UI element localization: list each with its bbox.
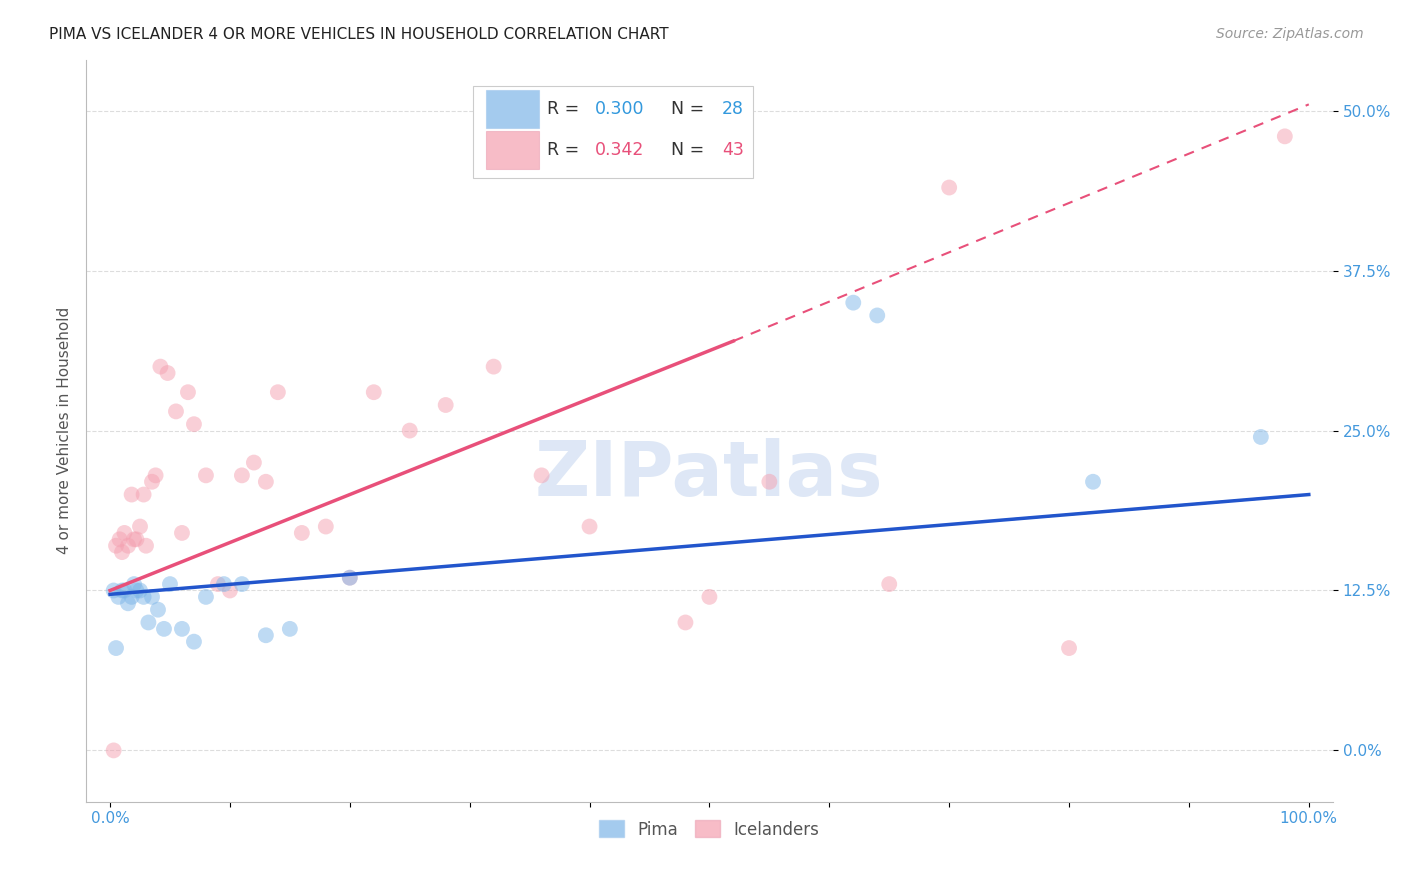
Point (103, 743, 125, 757)
Point (183, 634, 205, 648)
Point (117, 596, 139, 610)
Text: N =: N = (659, 100, 709, 118)
Point (156, 366, 179, 380)
Text: ZIPatlas: ZIPatlas (536, 438, 884, 512)
Text: 0.300: 0.300 (595, 100, 644, 118)
Point (877, 577, 900, 591)
Point (1081, 475, 1104, 489)
Legend: Pima, Icelanders: Pima, Icelanders (593, 814, 827, 846)
Point (121, 487, 143, 501)
Point (231, 577, 253, 591)
Point (254, 628, 277, 642)
Text: N =: N = (659, 141, 709, 159)
Point (1250, 430, 1272, 444)
Text: 28: 28 (721, 100, 744, 118)
Text: Source: ZipAtlas.com: Source: ZipAtlas.com (1216, 27, 1364, 41)
Point (530, 468, 553, 483)
Point (145, 468, 167, 483)
Point (254, 475, 277, 489)
Point (159, 577, 181, 591)
Point (146, 603, 169, 617)
Point (107, 590, 129, 604)
Point (177, 385, 200, 400)
Point (129, 583, 152, 598)
Point (578, 519, 600, 533)
Point (194, 468, 217, 483)
Point (117, 539, 139, 553)
Point (219, 583, 242, 598)
Point (122, 533, 145, 547)
Point (699, 590, 721, 604)
Point (398, 424, 420, 438)
Point (278, 622, 301, 636)
Point (111, 545, 134, 559)
Point (108, 533, 131, 547)
Text: R =: R = (547, 100, 585, 118)
Point (482, 359, 505, 374)
Point (315, 519, 337, 533)
Point (153, 622, 176, 636)
Point (132, 590, 155, 604)
Point (125, 583, 148, 598)
Text: 43: 43 (721, 141, 744, 159)
Point (194, 590, 217, 604)
FancyBboxPatch shape (486, 90, 538, 128)
Text: PIMA VS ICELANDER 4 OR MORE VEHICLES IN HOUSEHOLD CORRELATION CHART: PIMA VS ICELANDER 4 OR MORE VEHICLES IN … (49, 27, 669, 42)
Point (112, 525, 135, 540)
Point (207, 577, 229, 591)
Point (231, 468, 253, 483)
Point (112, 583, 135, 598)
Point (122, 577, 145, 591)
Point (105, 641, 128, 656)
Point (149, 359, 172, 374)
Point (121, 590, 143, 604)
Point (363, 385, 385, 400)
Point (212, 577, 235, 591)
Point (1057, 641, 1080, 656)
Point (675, 615, 697, 630)
Point (1274, 129, 1296, 144)
Point (267, 385, 290, 400)
Text: 0.342: 0.342 (595, 141, 644, 159)
Point (103, 583, 125, 598)
Point (339, 571, 361, 585)
Point (434, 398, 457, 412)
Point (339, 571, 361, 585)
Point (141, 590, 163, 604)
Text: R =: R = (547, 141, 585, 159)
Point (183, 417, 205, 432)
Point (165, 404, 187, 418)
Point (141, 475, 163, 489)
Point (291, 525, 314, 540)
Point (170, 622, 193, 636)
Point (138, 615, 160, 630)
Point (125, 533, 148, 547)
Point (105, 539, 128, 553)
Point (132, 487, 155, 501)
Y-axis label: 4 or more Vehicles in Household: 4 or more Vehicles in Household (58, 307, 72, 554)
Point (866, 309, 889, 323)
Point (842, 295, 865, 310)
Point (243, 456, 266, 470)
Point (758, 475, 780, 489)
Point (111, 583, 134, 598)
Point (170, 525, 193, 540)
Point (129, 519, 152, 533)
Point (135, 539, 157, 553)
FancyBboxPatch shape (472, 86, 754, 178)
FancyBboxPatch shape (486, 131, 538, 169)
Point (938, 180, 960, 194)
